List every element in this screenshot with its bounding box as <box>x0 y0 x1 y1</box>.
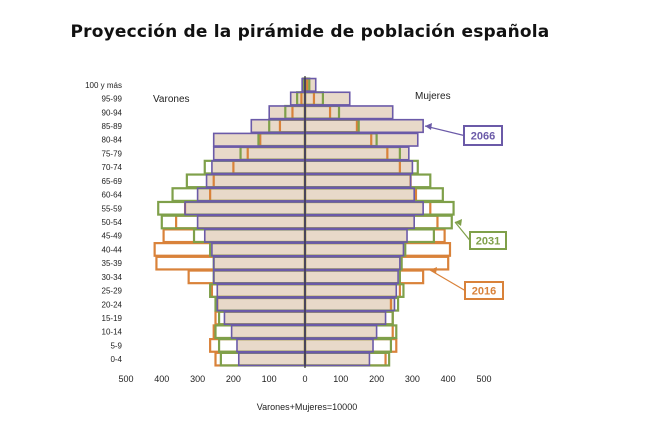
age-label-100 y más: 100 y más <box>85 81 122 90</box>
annotation-arrow-2066 <box>424 125 465 137</box>
annotation-arrowhead-2016 <box>430 267 437 274</box>
base-bar-mujeres <box>305 215 415 229</box>
base-bar-mujeres <box>305 256 400 270</box>
base-bar-varones <box>238 352 305 366</box>
mujeres-label: Mujeres <box>415 91 451 102</box>
x-tick-label: 200 <box>226 374 241 384</box>
base-bar-varones <box>213 147 305 160</box>
age-label-65-69: 65-69 <box>102 177 123 186</box>
base-bar-varones <box>224 311 305 325</box>
year-annotations: 2066 2031 2016 <box>424 123 507 300</box>
base-bar-varones <box>211 243 305 256</box>
base-bar-mujeres <box>305 270 399 284</box>
base-bar-mujeres <box>305 201 424 215</box>
base-bar-mujeres <box>305 160 413 174</box>
base-bar-mujeres <box>305 243 404 256</box>
x-tick-label: 300 <box>190 374 205 384</box>
chart-title: Proyección de la pirámide de población e… <box>70 22 550 42</box>
base-bar-mujeres <box>305 174 411 188</box>
base-bar-varones <box>206 174 305 188</box>
base-bar-mujeres <box>305 119 424 133</box>
annotation-arrowhead-2066 <box>425 123 432 130</box>
age-label-25-29: 25-29 <box>102 287 123 296</box>
base-bar-mujeres <box>305 284 397 297</box>
x-tick-label: 400 <box>441 374 456 384</box>
varones-label: Varones <box>153 94 190 105</box>
age-label-75-79: 75-79 <box>102 149 123 158</box>
base-bar-varones <box>211 160 305 174</box>
base-bar-varones <box>213 270 305 284</box>
base-bar-varones <box>269 105 305 119</box>
age-label-80-84: 80-84 <box>102 136 123 145</box>
annotation-label-2066: 2066 <box>471 131 495 143</box>
age-label-70-74: 70-74 <box>102 163 123 172</box>
age-label-50-54: 50-54 <box>102 218 123 227</box>
base-bar-varones <box>251 119 305 133</box>
base-bar-mujeres <box>305 133 418 147</box>
base-bar-mujeres <box>305 188 415 201</box>
annotation-box-2031 <box>469 231 507 250</box>
x-tick-label: 500 <box>118 374 133 384</box>
annotation-box-2016 <box>464 281 504 300</box>
annotation-label-2031: 2031 <box>476 236 500 248</box>
age-label-35-39: 35-39 <box>102 259 123 268</box>
base-bar-mujeres <box>305 352 370 366</box>
annotation-arrow-2031 <box>454 221 471 241</box>
annotation-arrowhead-2031 <box>455 219 462 226</box>
age-label-40-44: 40-44 <box>102 245 123 254</box>
age-label-95-99: 95-99 <box>102 95 123 104</box>
x-tick-label: 0 <box>302 374 307 384</box>
age-label-15-19: 15-19 <box>102 314 123 323</box>
base-bar-varones <box>231 325 305 339</box>
base-bar-varones <box>236 339 305 352</box>
age-label-90-94: 90-94 <box>102 108 123 117</box>
base-bar-varones <box>185 201 305 215</box>
x-axis: 500 400 300 200 100 0 100 200 300 400 500 <box>118 374 491 384</box>
base-bar-mujeres <box>305 105 393 119</box>
age-label-30-34: 30-34 <box>102 273 123 282</box>
age-label-10-14: 10-14 <box>102 328 123 337</box>
base-bar-mujeres <box>305 297 395 311</box>
age-label-5-9: 5-9 <box>110 341 122 350</box>
x-tick-label: 200 <box>369 374 384 384</box>
base-bar-varones <box>213 256 305 270</box>
base-bar-varones <box>217 297 305 311</box>
age-group-labels: 100 y más 95-99 90-94 85-89 80-84 75-79 70-74 6… <box>85 81 122 364</box>
x-tick-label: 100 <box>262 374 277 384</box>
annotation-label-2016: 2016 <box>472 286 496 298</box>
base-bar-mujeres <box>305 92 350 105</box>
base-bar-mujeres <box>305 339 374 352</box>
base-bar-mujeres <box>305 229 408 243</box>
age-label-85-89: 85-89 <box>102 122 123 131</box>
x-tick-label: 300 <box>405 374 420 384</box>
base-bar-varones <box>204 229 305 243</box>
base-bar-mujeres <box>305 311 386 325</box>
base-bar-varones <box>197 188 305 201</box>
base-bar-varones <box>197 215 305 229</box>
base-bar-mujeres <box>305 147 409 160</box>
x-tick-label: 100 <box>333 374 348 384</box>
base-bar-varones <box>217 284 305 297</box>
age-label-45-49: 45-49 <box>102 232 123 241</box>
x-tick-label: 500 <box>476 374 491 384</box>
x-axis-label: Varones+Mujeres=10000 <box>257 402 357 412</box>
age-label-0-4: 0-4 <box>110 355 122 364</box>
base-bar-mujeres <box>305 325 377 339</box>
age-label-55-59: 55-59 <box>102 204 123 213</box>
age-label-20-24: 20-24 <box>102 300 123 309</box>
annotation-box-2066 <box>463 125 503 146</box>
bars-layer <box>153 76 455 368</box>
x-tick-label: 400 <box>154 374 169 384</box>
age-label-60-64: 60-64 <box>102 191 123 200</box>
